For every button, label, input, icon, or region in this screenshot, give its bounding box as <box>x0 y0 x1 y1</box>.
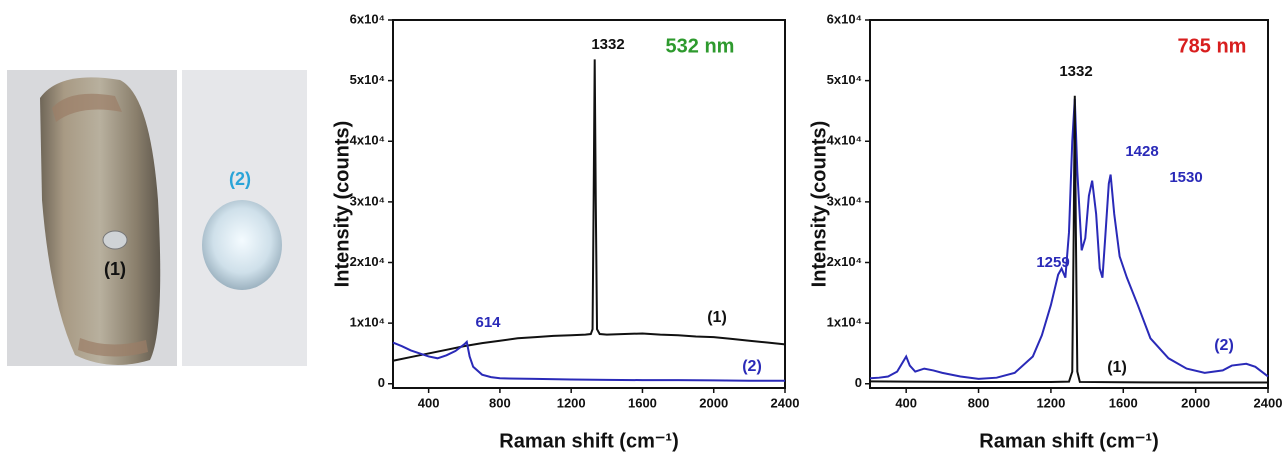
y-tick-label: 0 <box>378 375 385 390</box>
series-line <box>869 98 1269 380</box>
y-tick-label: 5x10⁴ <box>827 72 862 87</box>
x-tick-label: 2400 <box>771 395 800 410</box>
series-line <box>392 339 785 382</box>
annotation: 1332 <box>1059 63 1092 80</box>
y-tick-label: 4x10⁴ <box>827 133 862 148</box>
x-tick-label: 1200 <box>557 395 586 410</box>
series-line <box>869 95 1268 384</box>
annotation: 1332 <box>591 36 624 53</box>
y-tick-label: 0 <box>855 375 862 390</box>
x-tick-label: 400 <box>418 395 440 410</box>
annotation: 1428 <box>1125 143 1158 160</box>
x-axis-label: Raman shift (cm⁻¹) <box>499 430 678 452</box>
series-label: (2) <box>742 358 762 375</box>
y-tick-label: 3x10⁴ <box>350 193 385 208</box>
photo: (1) (2) <box>7 70 307 366</box>
x-axis-label: Raman shift (cm⁻¹) <box>979 430 1158 452</box>
series-label: (1) <box>707 309 727 326</box>
photo-label: (2) <box>229 169 251 189</box>
y-tick-label: 5x10⁴ <box>350 72 385 87</box>
x-tick-label: 400 <box>895 395 917 410</box>
y-tick-label: 2x10⁴ <box>350 254 385 269</box>
chart-title: 532 nm <box>666 35 735 57</box>
plot-frame <box>392 19 786 389</box>
x-tick-label: 1200 <box>1036 395 1065 410</box>
x-tick-label: 1600 <box>1109 395 1138 410</box>
y-tick-label: 1x10⁴ <box>827 315 862 330</box>
x-tick-label: 2400 <box>1254 395 1283 410</box>
ring-stone <box>102 230 128 250</box>
y-tick-label: 4x10⁴ <box>350 133 385 148</box>
y-tick-label: 6x10⁴ <box>827 11 862 26</box>
ring-band <box>52 93 122 122</box>
y-tick-label: 2x10⁴ <box>827 254 862 269</box>
x-tick-label: 2000 <box>1181 395 1210 410</box>
series-label: (1) <box>1107 359 1127 376</box>
chart-title: 785 nm <box>1178 35 1247 57</box>
annotation: 1259 <box>1036 254 1069 271</box>
x-tick-label: 1600 <box>628 395 657 410</box>
plot-frame <box>869 19 1269 389</box>
x-tick-label: 800 <box>968 395 990 410</box>
y-axis-label: Intensity (counts) <box>808 121 830 288</box>
annotation: 1530 <box>1169 169 1202 186</box>
photo-label: (1) <box>104 259 126 279</box>
y-tick-label: 1x10⁴ <box>350 315 385 330</box>
y-tick-label: 3x10⁴ <box>827 193 862 208</box>
gem <box>202 200 282 290</box>
series-line <box>392 59 786 362</box>
x-tick-label: 800 <box>489 395 511 410</box>
annotation: 614 <box>475 314 501 331</box>
series-label: (2) <box>1214 337 1234 354</box>
ring-band <box>78 338 148 357</box>
ring <box>40 77 161 365</box>
y-axis-label: Intensity (counts) <box>331 121 353 288</box>
y-tick-label: 6x10⁴ <box>350 11 385 26</box>
x-tick-label: 2000 <box>699 395 728 410</box>
